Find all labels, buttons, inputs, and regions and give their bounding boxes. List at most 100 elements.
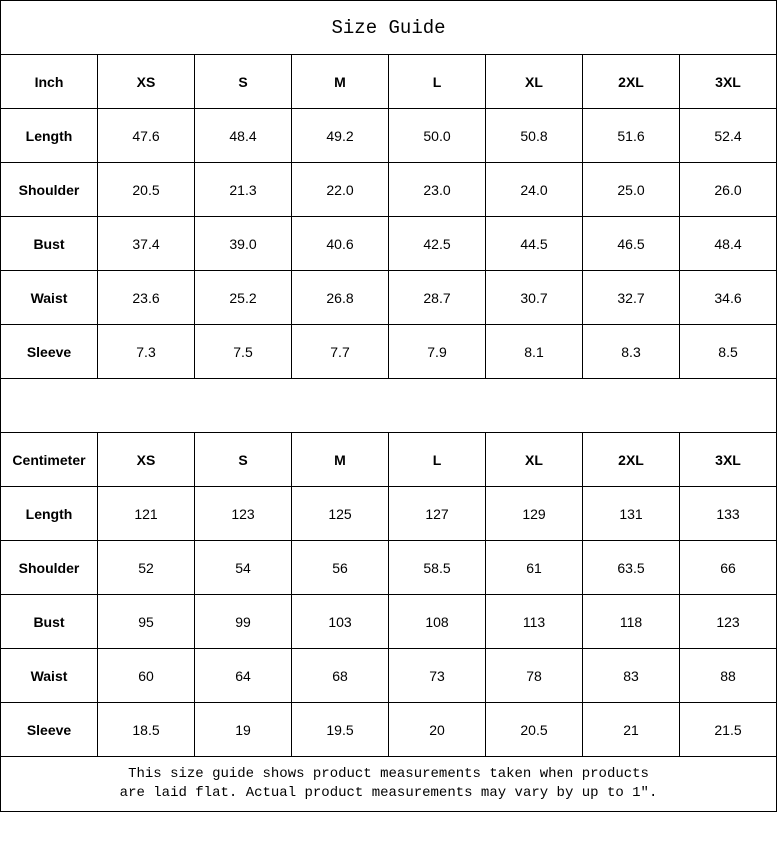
size-header: XS xyxy=(97,432,195,487)
measurement-value: 8.3 xyxy=(582,324,680,379)
table-row: Waist 60 64 68 73 78 83 88 xyxy=(0,648,778,703)
unit-header: Centimeter xyxy=(0,432,98,487)
measurement-value: 25.0 xyxy=(582,162,680,217)
measurement-value: 99 xyxy=(194,594,292,649)
size-header: L xyxy=(388,54,486,109)
size-header: S xyxy=(194,54,292,109)
table-title: Size Guide xyxy=(0,0,778,55)
measurement-label: Shoulder xyxy=(0,162,98,217)
size-guide-table: Size Guide Inch XS S M L XL 2XL 3XL Length 47.6 48… xyxy=(0,0,778,812)
measurement-value: 54 xyxy=(194,540,292,595)
measurement-label: Bust xyxy=(0,216,98,271)
measurement-value: 22.0 xyxy=(291,162,389,217)
unit-header: Inch xyxy=(0,54,98,109)
measurement-value: 113 xyxy=(485,594,583,649)
table-row: Length 47.6 48.4 49.2 50.0 50.8 51.6 52.4 xyxy=(0,108,778,163)
measurement-value: 7.9 xyxy=(388,324,486,379)
size-header: XL xyxy=(485,432,583,487)
measurement-value: 8.5 xyxy=(678,324,778,379)
measurement-value: 50.8 xyxy=(485,108,583,163)
table-row: Sleeve 7.3 7.5 7.7 7.9 8.1 8.3 8.5 xyxy=(0,324,778,379)
measurement-value: 20 xyxy=(388,702,486,757)
table-row: Sleeve 18.5 19 19.5 20 20.5 21 21.5 xyxy=(0,702,778,757)
measurement-label: Length xyxy=(0,486,98,541)
measurement-value: 21 xyxy=(582,702,680,757)
measurement-value: 20.5 xyxy=(485,702,583,757)
size-header: XS xyxy=(97,54,195,109)
measurement-value: 121 xyxy=(97,486,195,541)
measurement-value: 26.8 xyxy=(291,270,389,325)
footer-note: This size guide shows product measuremen… xyxy=(0,756,778,812)
measurement-value: 21.5 xyxy=(678,702,778,757)
measurement-value: 51.6 xyxy=(582,108,680,163)
size-header: 3XL xyxy=(678,54,778,109)
note-line-1: This size guide shows product measuremen… xyxy=(128,766,649,782)
measurement-label: Sleeve xyxy=(0,324,98,379)
note-line-2: are laid flat. Actual product measuremen… xyxy=(119,785,658,801)
table-row: Shoulder 20.5 21.3 22.0 23.0 24.0 25.0 26.0 xyxy=(0,162,778,217)
measurement-value: 25.2 xyxy=(194,270,292,325)
measurement-value: 58.5 xyxy=(388,540,486,595)
measurement-label: Shoulder xyxy=(0,540,98,595)
measurement-value: 118 xyxy=(582,594,680,649)
measurement-value: 26.0 xyxy=(678,162,778,217)
table-row: Bust 37.4 39.0 40.6 42.5 44.5 46.5 48.4 xyxy=(0,216,778,271)
measurement-value: 123 xyxy=(678,594,778,649)
size-header: M xyxy=(291,54,389,109)
size-header: 2XL xyxy=(582,432,680,487)
measurement-value: 21.3 xyxy=(194,162,292,217)
measurement-value: 66 xyxy=(678,540,778,595)
measurement-value: 61 xyxy=(485,540,583,595)
measurement-label: Sleeve xyxy=(0,702,98,757)
measurement-label: Bust xyxy=(0,594,98,649)
measurement-value: 131 xyxy=(582,486,680,541)
size-header: XL xyxy=(485,54,583,109)
measurement-value: 50.0 xyxy=(388,108,486,163)
measurement-value: 108 xyxy=(388,594,486,649)
measurement-value: 47.6 xyxy=(97,108,195,163)
measurement-value: 8.1 xyxy=(485,324,583,379)
measurement-value: 52.4 xyxy=(678,108,778,163)
measurement-value: 103 xyxy=(291,594,389,649)
measurement-value: 88 xyxy=(678,648,778,703)
size-header: S xyxy=(194,432,292,487)
measurement-value: 68 xyxy=(291,648,389,703)
size-header: M xyxy=(291,432,389,487)
measurement-label: Waist xyxy=(0,648,98,703)
table-row: Waist 23.6 25.2 26.8 28.7 30.7 32.7 34.6 xyxy=(0,270,778,325)
inch-header-row: Inch XS S M L XL 2XL 3XL xyxy=(0,54,778,109)
measurement-value: 48.4 xyxy=(194,108,292,163)
measurement-label: Waist xyxy=(0,270,98,325)
measurement-value: 52 xyxy=(97,540,195,595)
cm-header-row: Centimeter XS S M L XL 2XL 3XL xyxy=(0,432,778,487)
measurement-value: 83 xyxy=(582,648,680,703)
measurement-value: 123 xyxy=(194,486,292,541)
measurement-value: 48.4 xyxy=(678,216,778,271)
measurement-value: 40.6 xyxy=(291,216,389,271)
measurement-value: 60 xyxy=(97,648,195,703)
table-row: Shoulder 52 54 56 58.5 61 63.5 66 xyxy=(0,540,778,595)
measurement-value: 23.0 xyxy=(388,162,486,217)
measurement-value: 7.7 xyxy=(291,324,389,379)
spacer-row xyxy=(0,378,778,433)
measurement-label: Length xyxy=(0,108,98,163)
size-header: 3XL xyxy=(678,432,778,487)
measurement-value: 30.7 xyxy=(485,270,583,325)
measurement-value: 19.5 xyxy=(291,702,389,757)
measurement-value: 127 xyxy=(388,486,486,541)
measurement-value: 34.6 xyxy=(678,270,778,325)
measurement-value: 37.4 xyxy=(97,216,195,271)
measurement-value: 46.5 xyxy=(582,216,680,271)
measurement-value: 28.7 xyxy=(388,270,486,325)
size-header: L xyxy=(388,432,486,487)
measurement-value: 42.5 xyxy=(388,216,486,271)
measurement-value: 63.5 xyxy=(582,540,680,595)
measurement-value: 18.5 xyxy=(97,702,195,757)
measurement-value: 73 xyxy=(388,648,486,703)
measurement-value: 39.0 xyxy=(194,216,292,271)
measurement-value: 95 xyxy=(97,594,195,649)
measurement-value: 56 xyxy=(291,540,389,595)
measurement-value: 7.3 xyxy=(97,324,195,379)
measurement-value: 125 xyxy=(291,486,389,541)
measurement-value: 78 xyxy=(485,648,583,703)
